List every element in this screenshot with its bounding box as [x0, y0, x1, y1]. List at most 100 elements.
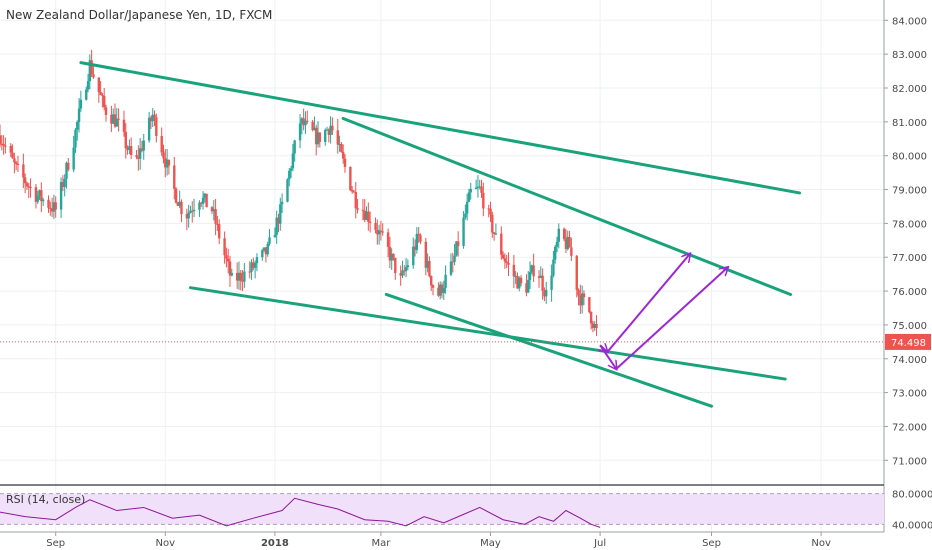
candle-body: [49, 207, 52, 209]
candle-body: [286, 179, 289, 202]
candle-body: [280, 201, 284, 205]
price-tick-label: 76.000: [892, 287, 927, 298]
candle-body: [14, 162, 18, 165]
candle-body: [537, 276, 541, 278]
candle-body: [117, 118, 120, 120]
candle-body: [210, 207, 214, 212]
candle-body: [0, 135, 2, 144]
candle-body: [527, 279, 530, 293]
candle-body: [262, 247, 266, 251]
candle-body: [164, 158, 167, 168]
candle-body: [480, 186, 483, 193]
candle-body: [377, 230, 381, 235]
price-tick-label: 78.000: [892, 219, 927, 230]
candle-body: [189, 210, 192, 213]
candle-body: [487, 208, 490, 210]
candle-body: [394, 257, 397, 274]
candle-body: [439, 284, 442, 296]
candlestick-series: [0, 49, 598, 337]
candle-body: [216, 223, 219, 225]
candle-body: [261, 250, 264, 258]
candle-body: [491, 214, 494, 233]
price-tick-label: 81.000: [892, 118, 927, 129]
candle-body: [568, 236, 571, 248]
candle-body: [155, 117, 158, 137]
candle-body: [0, 143, 3, 145]
candle-body: [9, 145, 12, 153]
candle-body: [187, 212, 190, 219]
candle-body: [16, 164, 20, 166]
candle-body: [582, 293, 586, 298]
price-tick-label: 79.000: [892, 186, 927, 197]
time-tick-label: Mar: [371, 538, 391, 549]
candle-body: [4, 145, 7, 147]
candle-body: [555, 241, 559, 247]
candle-body: [86, 81, 90, 90]
candle-body: [350, 190, 354, 192]
candle-body: [550, 275, 553, 290]
price-axis[interactable]: 71.000 72.000 73.000 74.000 75.000 76.000 77.0…: [883, 0, 927, 532]
candle-body: [451, 261, 454, 263]
chart-title: New Zealand Dollar/Japanese Yen, 1D, FXC…: [6, 8, 273, 22]
rsi-level-label: 80.0000: [892, 490, 932, 501]
price-tick-label: 84.000: [892, 16, 927, 27]
candle-body: [97, 77, 101, 92]
candle-body: [367, 211, 370, 222]
candle-body: [306, 120, 309, 122]
projection-arrows[interactable]: [600, 254, 728, 369]
rsi-level-label: 40.0000: [892, 520, 932, 531]
candle-body: [444, 274, 447, 288]
candle-body: [595, 324, 598, 329]
candle-body: [399, 273, 402, 276]
time-axis[interactable]: Sep Nov 2018 Mar May Jul Sep Nov: [0, 531, 884, 549]
candle-body: [417, 233, 420, 236]
candle-body: [65, 162, 68, 179]
candle-body: [318, 132, 322, 142]
candle-body: [99, 91, 102, 95]
candle-body: [503, 258, 507, 262]
candle-body: [140, 148, 144, 151]
candle-body: [589, 311, 593, 324]
candle-body: [476, 186, 480, 188]
candle-body: [77, 108, 81, 122]
candle-body: [564, 239, 568, 250]
candle-body: [437, 287, 440, 296]
candle-body: [304, 120, 307, 126]
candle-body: [198, 202, 201, 210]
candle-body: [137, 156, 140, 159]
price-tick-label: 72.000: [892, 422, 927, 433]
time-tick-label: May: [480, 538, 501, 549]
candle-body: [23, 177, 27, 184]
candle-body: [264, 247, 268, 255]
candle-body: [113, 114, 117, 127]
candle-body: [404, 267, 408, 272]
candle-body: [248, 271, 251, 273]
candle-body: [588, 297, 591, 312]
candle-body: [41, 199, 45, 202]
candle-body: [464, 213, 467, 218]
candle-body: [110, 114, 113, 124]
candle-body: [124, 131, 127, 149]
candle-body: [29, 187, 32, 189]
candle-body: [228, 261, 232, 276]
candle-body: [419, 235, 422, 242]
candle-body: [185, 214, 189, 219]
candle-body: [27, 186, 30, 188]
candle-body: [126, 148, 129, 150]
projection-arrow: [606, 254, 690, 353]
candle-body: [34, 187, 38, 202]
candle-body: [562, 228, 566, 240]
trendlines[interactable]: [79, 61, 802, 408]
candle-body: [343, 158, 347, 168]
candle-body: [103, 96, 106, 108]
price-tick-label: 82.000: [892, 84, 927, 95]
candle-body: [273, 234, 277, 238]
candle-body: [165, 159, 169, 168]
candle-body: [313, 127, 316, 130]
candle-body: [324, 130, 327, 142]
candle-body: [279, 204, 282, 224]
candle-body: [327, 129, 331, 135]
candle-body: [539, 275, 543, 278]
candle-body: [501, 254, 505, 259]
candle-body: [128, 146, 131, 150]
